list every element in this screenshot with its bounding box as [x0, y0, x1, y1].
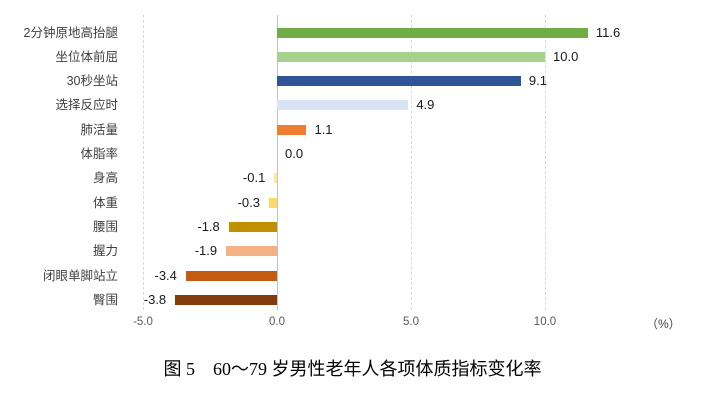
category-label: 臀围: [92, 292, 118, 307]
gridline: [411, 15, 412, 310]
value-label: 4.9: [416, 97, 435, 113]
bar: [274, 173, 277, 184]
value-label: -3.4: [154, 267, 177, 283]
value-label: 10.0: [553, 48, 579, 64]
bar: [185, 270, 277, 281]
value-label: 11.6: [595, 24, 621, 40]
value-label: 1.1: [314, 121, 333, 137]
gridline: [143, 15, 144, 310]
value-label: -0.1: [242, 170, 266, 186]
gridline: [545, 15, 546, 310]
value-label: 9.1: [528, 73, 547, 89]
category-label: 肺活量: [80, 122, 118, 137]
category-label: 2分钟原地高抬腿: [23, 25, 118, 40]
bar: [277, 100, 409, 111]
category-label: 选择反应时: [55, 98, 118, 113]
category-label: 体脂率: [80, 147, 118, 161]
category-label: 坐位体前屈: [55, 49, 118, 64]
bar: [226, 246, 277, 257]
category-label: 体重: [92, 195, 118, 210]
x-tick-label: -5.0: [133, 316, 153, 328]
x-axis-unit-label: （%）: [646, 317, 681, 331]
value-label: -1.8: [197, 218, 220, 234]
figure-caption: 图 5 60～79 岁男性老年人各项体质指标变化率: [163, 359, 542, 379]
bar: [277, 27, 588, 38]
bar: [228, 221, 277, 232]
category-label: 身高: [92, 171, 118, 186]
bar: [175, 294, 277, 305]
value-label: -3.8: [143, 291, 167, 307]
bar: [277, 76, 521, 87]
bar: [277, 124, 307, 135]
zero-axis-line: [277, 15, 278, 310]
bar: [277, 51, 545, 62]
x-tick-label: 5.0: [403, 316, 419, 328]
value-label: 0.0: [285, 146, 304, 161]
category-label: 闭眼单脚站立: [42, 268, 118, 283]
category-label: 握力: [92, 244, 118, 259]
x-tick-label: 0.0: [269, 316, 285, 328]
category-label: 腰围: [92, 219, 118, 234]
category-label: 30秒坐站: [66, 74, 118, 89]
value-label: -0.3: [237, 194, 260, 210]
value-label: -1.9: [194, 243, 218, 259]
x-tick-label: 10.0: [533, 316, 557, 328]
bar: [268, 197, 277, 208]
